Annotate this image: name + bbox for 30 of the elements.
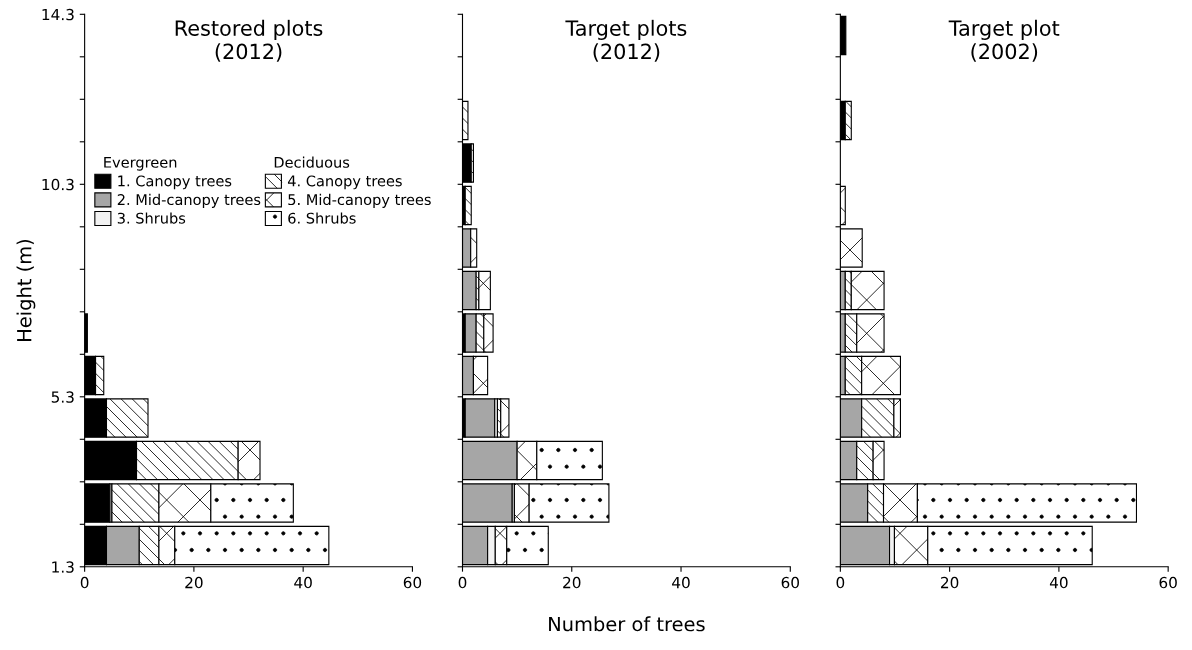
- text: Target plot (2002): [948, 19, 1060, 62]
- x-tick-label: 0: [80, 576, 89, 589]
- y-axis-title: Height (m): [16, 239, 36, 341]
- x-tick-label: 60: [403, 576, 422, 589]
- x-tick-label: 40: [1049, 576, 1068, 589]
- x-tick-label: 60: [781, 576, 799, 589]
- x-tick-label: 40: [672, 576, 690, 589]
- y-tick-label: 14.3: [42, 8, 74, 21]
- x-axis-title: Number of trees: [549, 616, 705, 632]
- x-tick-label: 0: [458, 576, 467, 589]
- annotation: Evergreen: [104, 156, 177, 171]
- legend-label: 1. Canopy trees: [118, 175, 232, 190]
- text: Target plots (2012): [565, 19, 687, 62]
- y-tick-label: 10.3: [42, 178, 74, 191]
- y-tick-label: 5.3: [51, 391, 74, 403]
- x-tick-label: 20: [185, 576, 203, 589]
- legend-label: 6. Shrubs: [288, 212, 356, 224]
- annotation: Deciduous: [274, 156, 350, 168]
- x-tick-label: 0: [836, 576, 845, 589]
- text: Restored plots (2012): [175, 19, 323, 62]
- legend-label: 5. Mid-canopy trees: [288, 193, 431, 208]
- x-tick-label: 60: [1159, 576, 1177, 589]
- x-tick-label: 20: [941, 576, 959, 589]
- legend-label: 3. Shrubs: [117, 212, 186, 224]
- x-tick-label: 40: [294, 576, 312, 589]
- y-tick-label: 1.3: [52, 561, 74, 573]
- bar: [464, 398, 496, 438]
- legend-label: 2. Mid-canopy trees: [117, 193, 261, 208]
- legend-label: 4. Canopy trees: [287, 175, 402, 190]
- x-tick-label: 20: [563, 576, 581, 589]
